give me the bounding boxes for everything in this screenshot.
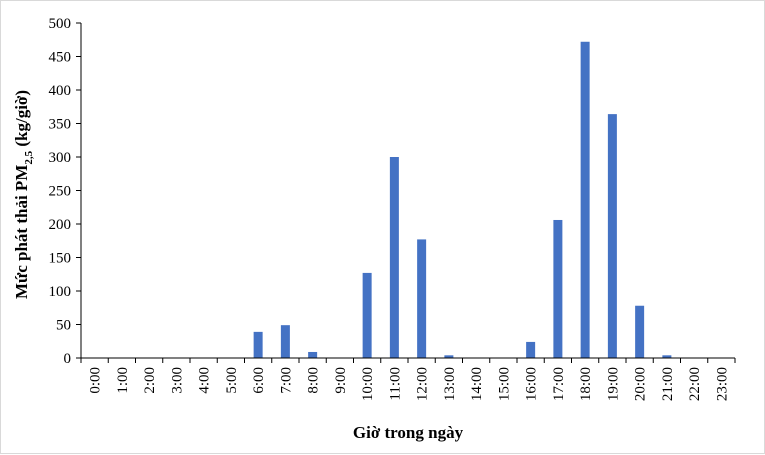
x-tick-label: 16:00 — [524, 367, 540, 401]
y-tick-label: 500 — [49, 16, 72, 32]
y-axis-title-prefix: Mức phát thải PM — [12, 165, 31, 299]
x-tick-label: 7:00 — [278, 367, 294, 394]
x-tick-label: 3:00 — [169, 367, 185, 394]
y-tick-label: 350 — [49, 117, 72, 133]
y-tick-label: 200 — [49, 217, 72, 233]
x-tick-label: 22:00 — [687, 367, 703, 401]
x-tick-label: 18:00 — [578, 367, 594, 401]
x-tick-label: 11:00 — [387, 367, 403, 401]
bar-20-00 — [635, 305, 645, 358]
y-tick-label: 150 — [49, 251, 72, 267]
x-tick-label: 14:00 — [469, 367, 485, 401]
y-tick-label: 0 — [64, 351, 72, 367]
bar-19-00 — [607, 114, 617, 359]
x-tick-label: 1:00 — [115, 367, 131, 394]
x-tick-label: 15:00 — [496, 367, 512, 401]
y-tick-label: 300 — [49, 150, 72, 166]
x-tick-label: 21:00 — [660, 367, 676, 401]
x-axis-ticks: 0:00 1:00 2:00 3:00 4:00 5:00 6:00 7:00 8:00 9:00… — [80, 358, 736, 401]
bar-6-00 — [253, 331, 263, 358]
bar-10-00 — [362, 272, 372, 358]
y-tick-label: 450 — [49, 50, 72, 66]
bar-8-00 — [308, 351, 318, 358]
bar-7-00 — [280, 325, 290, 358]
x-tick-label: 10:00 — [360, 367, 376, 401]
x-tick-label: 17:00 — [551, 367, 567, 401]
x-axis-title: Giờ trong ngày — [353, 423, 464, 442]
bar-17-00 — [553, 219, 563, 358]
x-tick-label: 19:00 — [605, 367, 621, 401]
bars — [253, 41, 672, 359]
y-tick-label: 50 — [56, 318, 71, 334]
bar-16-00 — [526, 341, 536, 358]
y-axis-ticks: 0 50 100 150 200 250 300 350 400 450 500 — [49, 16, 81, 367]
y-tick-label: 100 — [49, 284, 72, 300]
x-tick-label: 2:00 — [142, 367, 158, 394]
bar-21-00 — [662, 355, 672, 358]
x-tick-label: 8:00 — [306, 367, 322, 394]
bar-13-00 — [444, 355, 454, 358]
y-axis-title-subscript: 2,5 — [23, 150, 35, 164]
x-tick-label: 13:00 — [442, 367, 458, 401]
y-axis-title-suffix: (kg/giờ) — [12, 90, 31, 151]
x-tick-label: 12:00 — [415, 367, 431, 401]
y-tick-label: 400 — [49, 83, 72, 99]
x-tick-label: 9:00 — [333, 367, 349, 394]
x-tick-label: 4:00 — [197, 367, 213, 394]
x-tick-label: 23:00 — [714, 367, 730, 401]
y-axis-title: Mức phát thải PM2,5 (kg/giờ) — [12, 90, 35, 299]
bar-12-00 — [417, 239, 427, 358]
x-tick-label: 5:00 — [224, 367, 240, 394]
x-tick-label: 20:00 — [633, 367, 649, 401]
bar-11-00 — [389, 157, 399, 358]
x-tick-label: 6:00 — [251, 367, 267, 394]
bar-18-00 — [580, 41, 590, 358]
y-tick-label: 250 — [49, 184, 72, 200]
x-tick-label: 0:00 — [88, 367, 104, 394]
